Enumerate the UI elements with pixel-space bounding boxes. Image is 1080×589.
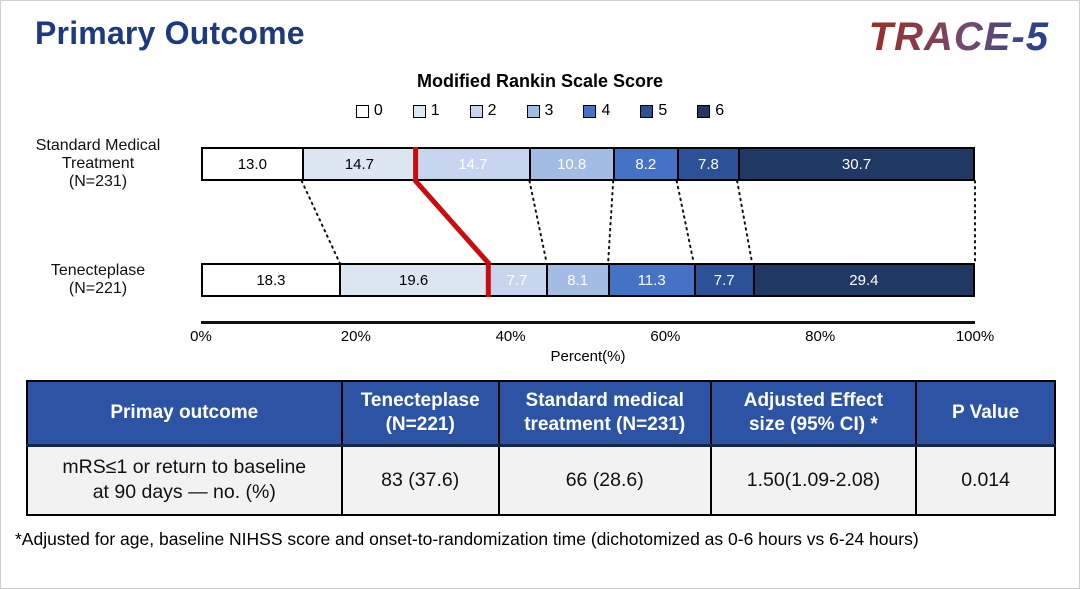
footnote: *Adjusted for age, baseline NIHSS score … [15,529,919,549]
bar-segment-mrs1: 14.7 [301,149,416,179]
legend-item-mrs-6: 6 [697,102,724,120]
bar-label-line: Tenecteplase [50,261,146,279]
legend-label-mrs-4: 4 [601,102,611,119]
col-header-outcome: Primay outcome [26,380,343,447]
legend-label-mrs-3: 3 [544,102,554,119]
bar-label-standard: Standard Medical Treatment (N=231) [1,137,201,191]
cell-tenecteplase-value: 83 (37.6) [340,444,500,516]
legend-swatch-icon-mrs-2 [469,104,483,118]
x-axis-line [201,321,975,324]
cell-standard-value: 66 (28.6) [497,444,712,516]
legend-item-mrs-0: 0 [355,102,383,120]
axis-tick-1: 20% [340,328,371,345]
page-title: Primary Outcome [35,15,305,51]
col-header-effect-size: Adjusted Effect size (95% CI) * [709,380,918,447]
trace5-logo: TRACE-5 [868,15,1049,59]
axis-tick-0: 0% [190,328,212,345]
bar-segment-mrs3: 8.1 [545,265,608,295]
bar-tenecteplase: 18.3 19.6 7.7 8.1 11.3 7.7 29.4 [201,263,975,297]
col-header-standard: Standard medical treatment (N=231) [497,380,712,447]
legend-swatch-icon-mrs-6 [697,104,711,118]
bar-segment-mrs5: 7.7 [693,265,753,295]
cell-effect-size: 1.50(1.09-2.08) [709,444,918,516]
bar-segment-mrs6: 29.4 [752,265,974,295]
legend-item-mrs-2: 2 [469,102,497,120]
bar-segment-mrs5: 7.8 [676,149,739,179]
legend-item-mrs-4: 4 [583,102,610,120]
axis-ticks: 0% 20% 40% 60% 80% 100% [190,328,994,348]
legend: 0 1 2 3 4 5 6 [1,101,1079,121]
bar-label-line: (N=221) [68,280,128,297]
chart: Modified Rankin Scale Score 0 1 2 3 4 5 6 Stan… [1,71,1079,368]
bar-label-line: (N=231) [68,173,128,191]
legend-swatch-icon-mrs-3 [526,104,540,118]
axis-tick-2: 40% [495,328,526,345]
bar-segment-mrs0: 13.0 [203,149,302,179]
axis-tick-3: 60% [650,328,681,345]
bar-segment-mrs2: 14.7 [415,149,529,179]
cell-p-value: 0.014 [915,444,1056,516]
bar-label-line: Standard Medical [35,136,161,154]
bar-segment-mrs4: 11.3 [607,265,694,295]
legend-label-mrs-6: 6 [715,102,725,119]
legend-swatch-icon-mrs-4 [583,104,597,118]
col-header-p-value: P Value [915,380,1056,447]
legend-item-mrs-3: 3 [526,102,554,120]
connector-gap [1,191,1079,253]
table-row: mRS≤1 or return to baseline at 90 days —… [26,444,1056,516]
axis-tick-4: 80% [805,328,836,345]
col-header-tenecteplase: Tenecteplase (N=221) [340,380,500,447]
legend-label-mrs-0: 0 [373,102,383,119]
bar-standard: 13.0 14.7 14.7 10.8 8.2 7.8 30.7 [201,147,975,181]
bar-segment-mrs1: 19.6 [338,265,487,295]
bar-segment-mrs6: 30.7 [738,149,973,179]
bar-segment-mrs3: 10.8 [528,149,613,179]
legend-swatch-icon-mrs-1 [412,104,426,118]
legend-label-mrs-2: 2 [487,102,497,119]
header: Primary Outcome TRACE-5 [1,1,1079,63]
chart-title: Modified Rankin Scale Score [416,71,664,91]
bar-label-tenecteplase: Tenecteplase (N=221) [1,262,201,298]
legend-item-mrs-1: 1 [412,102,440,120]
legend-swatch-icon-mrs-5 [640,104,654,118]
legend-label-mrs-1: 1 [430,102,440,119]
axis-tick-5: 100% [955,328,995,345]
table-header-row: Primay outcome Tenecteplase (N=221) Stan… [26,380,1056,447]
legend-label-mrs-5: 5 [658,102,668,119]
bar-segment-mrs4: 8.2 [612,149,677,179]
cell-outcome: mRS≤1 or return to baseline at 90 days —… [26,444,343,516]
bar-label-line: Treatment [61,154,135,172]
outcome-table: Primay outcome Tenecteplase (N=221) Stan… [26,380,1056,516]
legend-swatch-icon-mrs-0 [355,104,369,118]
chart-body: Standard Medical Treatment (N=231) 13.0 14.… [1,137,1079,307]
bar-segment-mrs2: 7.7 [486,265,546,295]
x-axis-label: Percent(%) [550,348,626,365]
bar-row-standard: Standard Medical Treatment (N=231) 13.0 14.… [1,137,1079,191]
bar-row-tenecteplase: Tenecteplase (N=221) 18.3 19.6 7.7 8.1 11.3 7.… [1,253,1079,307]
legend-item-mrs-5: 5 [640,102,667,120]
bar-segment-mrs0: 18.3 [203,265,339,295]
